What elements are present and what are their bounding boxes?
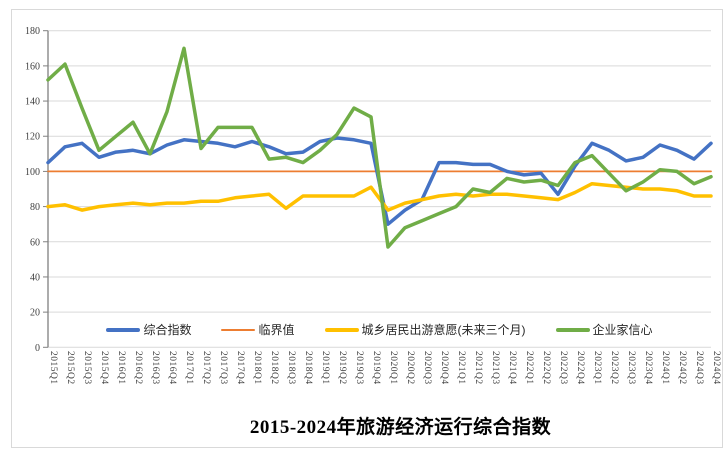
x-tick-label: 2022Q1	[524, 351, 534, 385]
series-line-travel-intention	[46, 181, 713, 212]
x-tick-label: 2015Q1	[48, 351, 58, 385]
x-tick-label: 2020Q3	[422, 351, 432, 385]
x-tick-label: 2024Q3	[694, 351, 704, 385]
legend-item-entrepreneur-confidence: 企业家信心	[555, 323, 653, 337]
x-tick-label: 2022Q2	[541, 351, 551, 385]
x-tick-label: 2017Q2	[201, 351, 211, 385]
x-tick-label: 2018Q3	[286, 351, 296, 385]
x-tick-label: 2023Q3	[626, 351, 636, 385]
legend-line-swatch-travel-intention	[324, 328, 359, 332]
x-tick-label: 2018Q1	[252, 351, 262, 385]
x-tick-label: 2021Q4	[507, 351, 517, 385]
legend-label: 城乡居民出游意愿(未来三个月)	[361, 323, 526, 337]
x-tick-label: 2019Q1	[320, 351, 330, 385]
x-tick-label: 2022Q3	[558, 351, 568, 385]
chart-title: 2015-2024年旅游经济运行综合指数	[249, 417, 552, 438]
x-tick-label: 2023Q2	[609, 351, 619, 385]
x-tick-label: 2016Q2	[133, 351, 143, 385]
x-tick-label: 2024Q4	[711, 351, 721, 385]
series-lines	[46, 46, 713, 249]
x-tick-label: 2019Q4	[371, 351, 381, 385]
x-tick-label: 2019Q3	[354, 351, 364, 385]
legend-line-swatch-entrepreneur-confidence	[555, 328, 590, 332]
x-tick-label: 2018Q2	[269, 351, 279, 385]
legend-label: 企业家信心	[592, 323, 653, 337]
x-tick-label: 2016Q4	[167, 351, 177, 385]
x-tick-label: 2018Q4	[303, 351, 313, 385]
chart-legend: 综合指数 临界值 城乡居民出游意愿(未来三个月) 企业家信心	[48, 321, 711, 339]
legend-line-swatch-critical-value	[221, 329, 256, 331]
legend-item-critical-value: 临界值	[221, 323, 295, 337]
x-tick-label: 2015Q4	[99, 351, 109, 385]
x-tick-label: 2017Q1	[184, 351, 194, 385]
x-tick-label: 2024Q2	[677, 351, 687, 385]
x-tick-label: 2021Q2	[473, 351, 483, 385]
legend-label: 临界值	[258, 323, 295, 337]
legend-item-travel-intention: 城乡居民出游意愿(未来三个月)	[324, 323, 526, 337]
x-tick-label: 2017Q3	[218, 351, 228, 385]
y-tick-label: 80	[30, 202, 40, 213]
legend-item-composite-index: 综合指数	[106, 324, 191, 336]
chart-frame	[11, 9, 723, 448]
x-tick-label: 2020Q4	[439, 351, 449, 385]
x-tick-label: 2021Q3	[490, 351, 500, 385]
x-tick-label: 2017Q4	[235, 351, 245, 385]
y-tick-label: 140	[25, 97, 40, 108]
x-tick-label: 2022Q4	[575, 351, 585, 385]
y-tick-label: 0	[35, 343, 40, 354]
y-axis-ticks	[43, 30, 48, 348]
x-tick-label: 2023Q1	[592, 351, 602, 385]
x-tick-label: 2016Q1	[116, 351, 126, 385]
x-tick-label: 2015Q3	[82, 351, 92, 385]
x-tick-label: 2020Q2	[405, 351, 415, 385]
y-tick-label: 40	[30, 272, 40, 283]
y-tick-label: 100	[25, 167, 40, 178]
x-tick-label: 2019Q2	[337, 351, 347, 385]
x-tick-label: 2021Q1	[456, 351, 466, 385]
x-tick-label: 2023Q4	[643, 351, 653, 385]
x-tick-label: 2015Q2	[65, 351, 75, 385]
x-tick-label: 2020Q1	[388, 351, 398, 385]
legend-label: 综合指数	[143, 323, 192, 337]
x-axis-labels: 2015Q1 2015Q2 2015Q3 2015Q4 2016Q1 2016Q2 2016…	[48, 351, 721, 385]
y-tick-label: 20	[30, 308, 40, 319]
x-tick-label: 2024Q1	[660, 351, 670, 385]
y-tick-label: 120	[25, 132, 40, 143]
y-tick-label: 160	[25, 61, 40, 72]
y-tick-label: 60	[30, 237, 40, 248]
x-tick-label: 2016Q3	[150, 351, 160, 385]
legend-line-swatch-composite-index	[106, 328, 141, 332]
series-line-entrepreneur-confidence	[46, 46, 713, 249]
y-axis-labels: 0 20 40 60 80 100 120 140 160 180	[25, 26, 40, 354]
y-tick-label: 180	[25, 26, 40, 37]
